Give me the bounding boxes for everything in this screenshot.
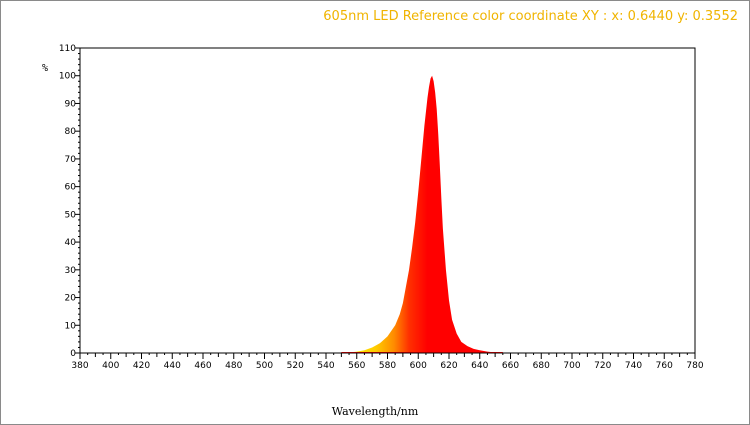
axes [79, 47, 696, 354]
x-tick-label: 480 [225, 361, 242, 371]
x-tick-label: 520 [287, 361, 304, 371]
x-axis-label: Wavelength/nm [331, 405, 419, 418]
x-tick-label: 640 [471, 361, 488, 371]
y-axis-label: % [42, 63, 49, 74]
x-tick-label: 680 [533, 361, 550, 371]
y-tick-label: 100 [59, 72, 76, 82]
y-tick-label: 50 [65, 210, 77, 220]
y-tick-label: 20 [65, 294, 77, 304]
x-tick-label: 500 [256, 361, 273, 371]
chart-title: 605nm LED Reference color coordinate XY … [323, 9, 738, 24]
x-ticks: 380 400 420 440 460 480 500 520 540 560 580 600 620 6… [71, 353, 704, 371]
x-tick-label: 700 [563, 361, 580, 371]
x-tick-label: 560 [348, 361, 365, 371]
x-tick-label: 660 [502, 361, 519, 371]
plot-box [79, 47, 696, 354]
x-tick-label: 580 [379, 361, 396, 371]
x-tick-label: 780 [686, 361, 703, 371]
x-tick-label: 440 [164, 361, 181, 371]
y-tick-label: 30 [65, 266, 77, 276]
y-ticks: 0 10 20 30 40 50 60 70 80 90 100 110 [59, 44, 80, 359]
x-tick-label: 380 [71, 361, 88, 371]
x-tick-label: 620 [440, 361, 457, 371]
y-tick-label: 70 [65, 155, 77, 165]
x-tick-label: 600 [410, 361, 427, 371]
x-tick-label: 760 [656, 361, 673, 371]
y-tick-label: 80 [65, 127, 77, 137]
x-tick-label: 420 [133, 361, 150, 371]
x-tick-label: 400 [102, 361, 119, 371]
x-tick-label: 720 [594, 361, 611, 371]
x-tick-label: 460 [194, 361, 211, 371]
y-tick-label: 60 [65, 183, 77, 193]
y-tick-label: 40 [65, 238, 77, 248]
y-tick-label: 0 [70, 349, 76, 359]
spectrum-area-layer [341, 75, 503, 353]
x-tick-label: 540 [317, 361, 334, 371]
spectrum-area [341, 75, 503, 353]
y-tick-label: 10 [65, 321, 77, 331]
y-tick-label: 90 [65, 99, 77, 109]
x-tick-label: 740 [625, 361, 642, 371]
y-tick-label: 110 [59, 44, 76, 54]
